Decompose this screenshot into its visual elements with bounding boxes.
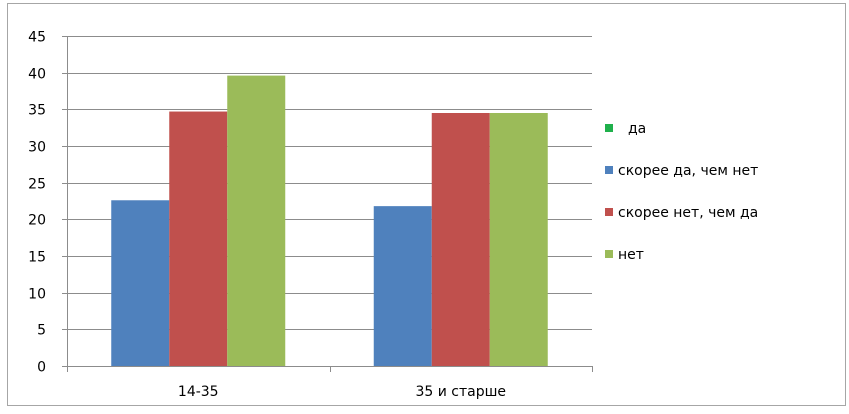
legend-swatch [605,166,613,174]
y-tick-label: 10 [28,287,46,303]
y-tick-label: 0 [37,360,46,376]
y-tick-label: 30 [28,140,46,156]
y-axis-ticks: 0 5 10 15 20 25 30 35 40 45 [28,30,67,376]
y-tick-label: 5 [37,323,46,339]
legend-swatch [605,124,613,132]
legend-label: скорее нет, чем да [618,205,758,221]
bars [111,75,548,367]
y-tick-label: 35 [28,103,46,119]
legend: да скорее да, чем нет скорее нет, чем да не… [605,121,758,263]
x-tick-label: 35 и старше [415,384,506,400]
legend-label: скорее да, чем нет [618,163,758,179]
bar [489,113,548,366]
y-tick-label: 15 [28,250,46,266]
bar [373,206,432,366]
bar [169,111,228,367]
bar [227,75,286,366]
axes [67,36,593,372]
bar [111,200,170,366]
x-tick-label: 14-35 [178,384,219,400]
y-tick-label: 25 [28,177,46,193]
y-tick-label: 45 [28,30,46,46]
legend-swatch [605,208,613,216]
y-tick-label: 20 [28,213,46,229]
legend-label: да [628,121,646,137]
x-axis-ticks: 14-35 35 и старше [178,384,506,400]
bar [431,113,490,366]
y-tick-label: 40 [28,67,46,83]
legend-label: нет [618,247,644,263]
legend-swatch [605,250,613,258]
